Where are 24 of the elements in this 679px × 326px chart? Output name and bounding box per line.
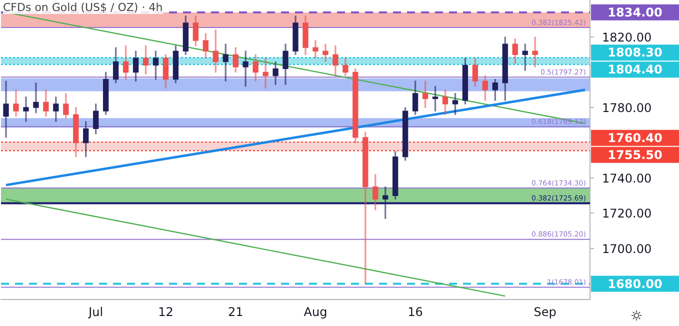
y-tick-label: 1780.00 — [602, 100, 652, 115]
x-tick-label: 21 — [228, 304, 244, 319]
x-tick-label: Aug — [304, 304, 328, 319]
ref-line-label: 1680.00 — [608, 276, 662, 291]
ref-line-label: 1760.40 — [608, 130, 662, 145]
y-tick-label: 1700.00 — [602, 242, 652, 256]
x-tick-label: 16 — [408, 304, 423, 319]
y-tick-label: 1720.00 — [602, 206, 652, 221]
ref-line-label: 1808.30 — [608, 46, 662, 60]
x-tick-label: 12 — [158, 304, 174, 319]
x-tick-label: Jul — [88, 304, 104, 319]
chart-title: CFDs on Gold (US$ / OZ) · 4h — [3, 1, 163, 14]
ref-line-label: 1834.00 — [608, 5, 662, 20]
x-tick-label: Sep — [534, 304, 556, 319]
y-tick-label: 1820.00 — [602, 30, 652, 44]
candlestick — [322, 44, 328, 62]
candlestick — [3, 80, 9, 138]
candlestick — [312, 40, 318, 58]
ref-line-label: 1755.50 — [608, 148, 662, 162]
candlestick — [33, 82, 39, 114]
candlestick — [23, 96, 29, 122]
candlestick — [262, 58, 268, 88]
y-tick-label: 1740.00 — [602, 171, 652, 186]
ref-line-label: 1804.40 — [608, 62, 662, 77]
